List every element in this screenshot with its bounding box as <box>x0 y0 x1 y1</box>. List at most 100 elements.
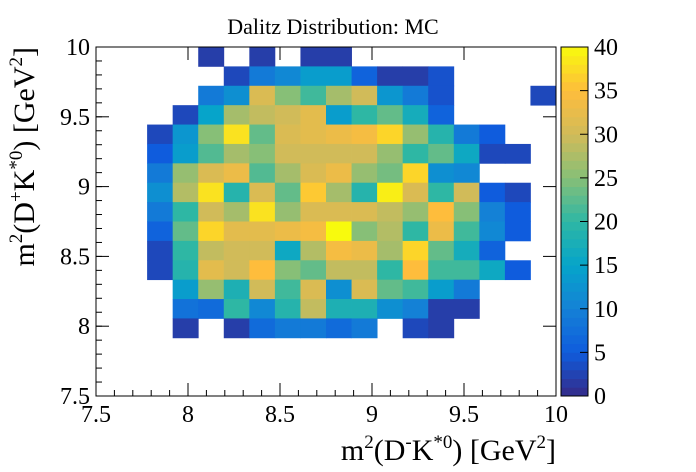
heatmap-cell <box>249 221 276 242</box>
color-scale-segment <box>561 64 588 74</box>
heatmap-cell <box>249 85 276 106</box>
heatmap-cell <box>172 143 199 164</box>
heatmap-cell <box>223 318 250 339</box>
heatmap-cell <box>428 318 455 339</box>
heatmap-cell <box>479 202 506 222</box>
heatmap-cell <box>402 66 429 87</box>
heatmap-cell <box>504 182 531 203</box>
heatmap-cell <box>274 66 301 87</box>
heatmap-cell <box>453 143 480 164</box>
heatmap-cell <box>274 182 301 203</box>
heatmap-cell <box>300 124 327 145</box>
color-scale-segment <box>561 73 588 83</box>
heatmap-cell <box>198 182 225 203</box>
heatmap-cell <box>428 105 455 125</box>
heatmap-cell <box>249 163 276 184</box>
z-tick-label: 35 <box>594 79 618 105</box>
x-axis-title: m2(D-K*0) [GeV2] <box>341 432 556 467</box>
color-scale-segment <box>561 378 588 388</box>
heatmap-cell <box>479 124 506 145</box>
heatmap-cell <box>428 299 455 319</box>
heatmap-cell <box>428 260 455 281</box>
heatmap-cell <box>377 260 404 281</box>
heatmap-cell <box>326 221 352 242</box>
heatmap-cell <box>402 143 429 164</box>
y-tick-label: 7.5 <box>60 384 90 410</box>
heatmap-cell <box>453 163 480 184</box>
color-scale-segment <box>561 326 588 336</box>
z-tick-label: 25 <box>594 166 618 192</box>
heatmap-cell <box>249 182 276 203</box>
color-scale-segment <box>561 387 588 397</box>
heatmap-cell <box>326 260 352 281</box>
heatmap-cell <box>351 66 378 87</box>
heatmap-cell <box>377 105 404 125</box>
heatmap-cell <box>223 105 250 125</box>
color-scale-segment <box>561 160 588 170</box>
heatmap-cell <box>223 66 250 87</box>
color-scale-segment <box>561 308 588 318</box>
heatmap-cell <box>274 240 301 261</box>
heatmap-cell <box>249 260 276 281</box>
color-scale-segment <box>561 334 588 345</box>
heatmap-cell <box>530 85 557 106</box>
heatmap-cell <box>479 221 506 242</box>
heatmap-cell <box>300 163 327 184</box>
color-scale-segment <box>561 125 588 135</box>
heatmap-cell <box>326 202 352 222</box>
heatmap-cell <box>453 221 480 242</box>
heatmap-cell <box>198 260 225 281</box>
heatmap-cell <box>377 221 404 242</box>
heatmap-cell <box>479 260 506 281</box>
heatmap-cell <box>147 163 174 184</box>
heatmap-cell <box>351 124 378 145</box>
heatmap-cell <box>479 143 506 164</box>
heatmap-cell <box>223 299 250 319</box>
heatmap-cell <box>402 182 429 203</box>
y-axis-title: m2(D+K*0) [GeV2] <box>6 47 41 267</box>
heatmap-cell <box>274 143 301 164</box>
heatmap-cell <box>351 279 378 300</box>
y-tick-label: 8 <box>78 314 90 340</box>
heatmap-cell <box>249 299 276 319</box>
heatmap-cell <box>402 202 429 222</box>
heatmap-cell <box>428 143 455 164</box>
heatmap-cell <box>351 299 378 319</box>
heatmap-cell <box>198 124 225 145</box>
heatmap-cell <box>274 299 301 319</box>
heatmap-cell <box>274 279 301 300</box>
heatmap-cell <box>326 47 352 67</box>
heatmap-cell <box>300 279 327 300</box>
color-scale-segment <box>561 134 588 144</box>
heatmap-cell <box>377 279 404 300</box>
heatmap-cell <box>198 105 225 125</box>
heatmap-cell <box>326 124 352 145</box>
heatmap-cell <box>428 163 455 184</box>
x-tick-label: 8 <box>182 402 194 428</box>
heatmap-cell <box>326 105 352 125</box>
heatmap-cell <box>428 85 455 106</box>
color-scale-segment <box>561 361 588 371</box>
heatmap-cell <box>402 221 429 242</box>
heatmap-cell <box>172 279 199 300</box>
color-scale-segment <box>561 247 588 257</box>
heatmap-cell <box>223 240 250 261</box>
heatmap-cell <box>326 299 352 319</box>
x-tick-label: 9 <box>366 402 378 428</box>
heatmap-cell <box>223 143 250 164</box>
heatmap-cell <box>147 240 174 261</box>
color-scale-segment <box>561 256 588 266</box>
heatmap-cell <box>147 221 174 242</box>
color-scale-segment <box>561 291 588 301</box>
color-scale-segment <box>561 47 588 57</box>
color-scale-segment <box>561 177 588 188</box>
z-tick-label: 30 <box>594 122 618 148</box>
heatmap-cell <box>198 143 225 164</box>
heatmap-cell <box>249 240 276 261</box>
heatmap-cell <box>274 124 301 145</box>
heatmap-cell <box>402 124 429 145</box>
heatmap-cell <box>300 202 327 222</box>
heatmap-cell <box>326 85 352 106</box>
heatmap-cell <box>428 240 455 261</box>
